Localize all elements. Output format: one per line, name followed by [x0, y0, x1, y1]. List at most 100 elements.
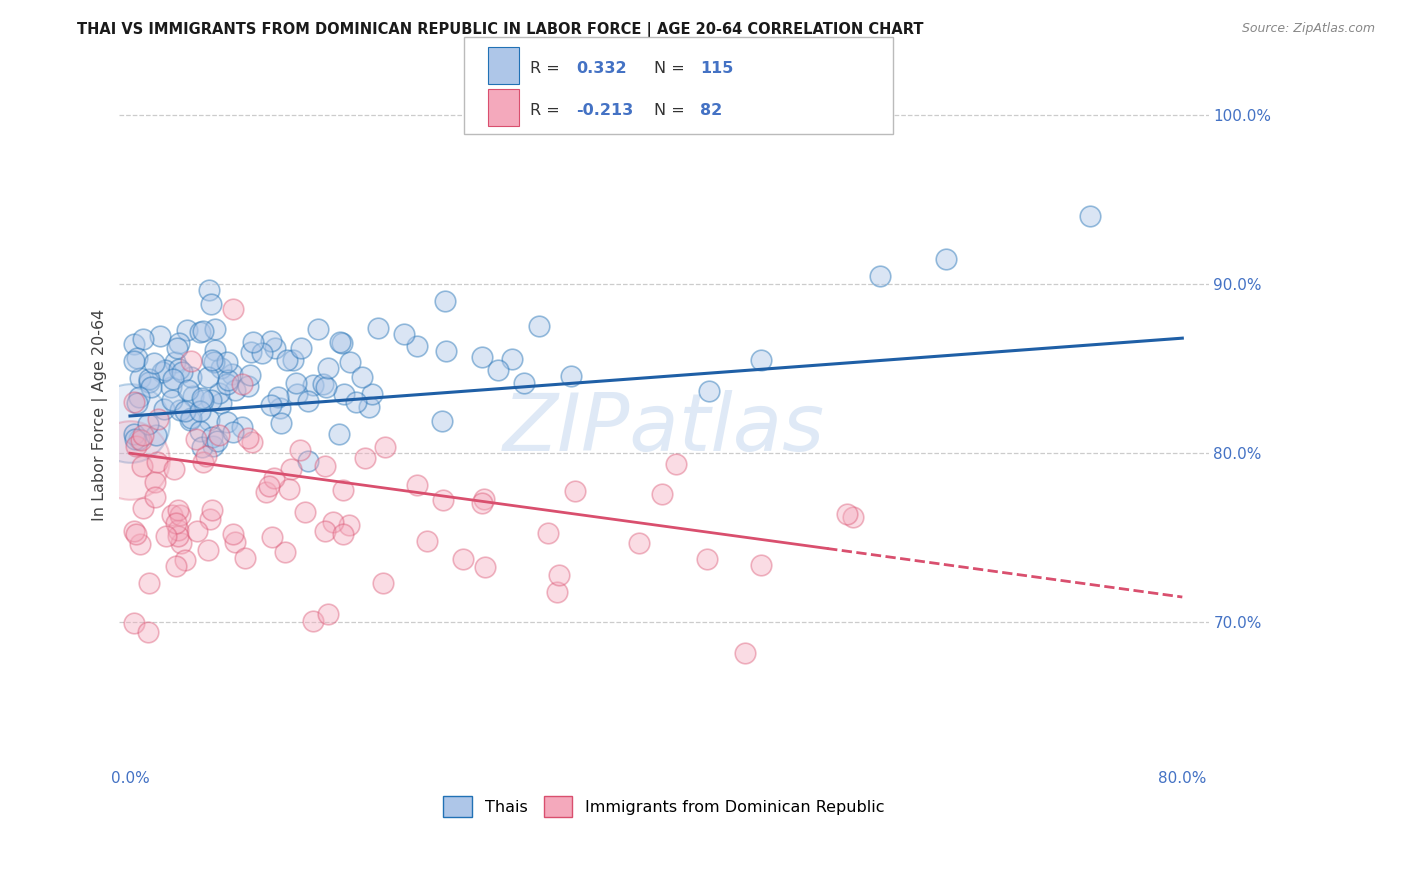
- Point: [696, 552, 718, 566]
- Point: [122, 524, 145, 538]
- Point: [501, 352, 523, 367]
- Point: [315, 380, 337, 394]
- Point: [280, 462, 302, 476]
- Point: [160, 380, 183, 394]
- Point: [163, 462, 186, 476]
- Point: [162, 392, 184, 407]
- Point: [346, 394, 368, 409]
- Point: [263, 471, 285, 485]
- Point: [233, 550, 256, 565]
- Point: [281, 352, 304, 367]
- Point: [472, 491, 495, 506]
- Point: [180, 354, 202, 368]
- Point: [697, 384, 720, 398]
- Point: [290, 341, 312, 355]
- Point: [138, 372, 160, 386]
- Point: [353, 450, 375, 465]
- Point: [734, 646, 756, 660]
- Point: [361, 387, 384, 401]
- Point: [204, 343, 226, 358]
- Point: [145, 455, 167, 469]
- Point: [276, 352, 298, 367]
- Text: 82: 82: [700, 103, 723, 118]
- Point: [155, 529, 177, 543]
- Point: [200, 502, 222, 516]
- Point: [935, 252, 957, 266]
- Point: [127, 351, 149, 365]
- Point: [149, 328, 172, 343]
- Point: [122, 395, 145, 409]
- Point: [337, 518, 360, 533]
- Point: [201, 439, 224, 453]
- Point: [316, 607, 339, 622]
- Point: [264, 341, 287, 355]
- Point: [432, 492, 454, 507]
- Text: Source: ZipAtlas.com: Source: ZipAtlas.com: [1241, 22, 1375, 36]
- Text: N =: N =: [654, 103, 690, 118]
- Y-axis label: In Labor Force | Age 20-64: In Labor Force | Age 20-64: [93, 309, 108, 521]
- Point: [374, 440, 396, 454]
- Point: [288, 442, 311, 457]
- Point: [142, 356, 165, 370]
- Point: [371, 575, 394, 590]
- Point: [242, 334, 264, 349]
- Point: [202, 355, 225, 369]
- Point: [406, 339, 429, 353]
- Point: [163, 355, 186, 369]
- Point: [252, 346, 274, 360]
- Point: [239, 345, 262, 359]
- Point: [146, 412, 169, 426]
- Point: [143, 490, 166, 504]
- Point: [257, 479, 280, 493]
- Text: 0.332: 0.332: [576, 61, 627, 76]
- Point: [122, 615, 145, 630]
- Point: [128, 370, 150, 384]
- Point: [166, 341, 188, 355]
- Point: [434, 343, 457, 358]
- Point: [136, 625, 159, 640]
- Point: [118, 416, 141, 430]
- Text: R =: R =: [530, 103, 565, 118]
- Point: [330, 336, 353, 351]
- Point: [285, 387, 308, 401]
- Point: [155, 362, 177, 376]
- Point: [217, 373, 239, 387]
- Point: [128, 390, 150, 404]
- Text: THAI VS IMMIGRANTS FROM DOMINICAN REPUBLIC IN LABOR FORCE | AGE 20-64 CORRELATIO: THAI VS IMMIGRANTS FROM DOMINICAN REPUBL…: [77, 22, 924, 38]
- Point: [150, 365, 173, 379]
- Point: [239, 368, 262, 382]
- Point: [167, 361, 190, 376]
- Point: [132, 500, 155, 515]
- Point: [174, 553, 197, 567]
- Point: [190, 403, 212, 417]
- Point: [190, 391, 212, 405]
- Point: [285, 376, 308, 390]
- Point: [201, 352, 224, 367]
- Point: [167, 529, 190, 543]
- Point: [217, 415, 239, 429]
- Point: [392, 327, 415, 342]
- Point: [181, 389, 204, 403]
- Point: [339, 354, 361, 368]
- Point: [628, 536, 651, 550]
- Point: [430, 414, 453, 428]
- Point: [260, 334, 283, 349]
- Point: [651, 487, 673, 501]
- Point: [434, 293, 457, 308]
- Point: [367, 320, 389, 334]
- Point: [350, 370, 373, 384]
- Point: [316, 361, 339, 376]
- Point: [333, 387, 356, 401]
- Point: [124, 432, 146, 446]
- Point: [131, 332, 153, 346]
- Point: [301, 378, 323, 392]
- Point: [537, 526, 560, 541]
- Point: [471, 496, 494, 510]
- Point: [332, 527, 354, 541]
- Point: [301, 614, 323, 628]
- Point: [405, 478, 427, 492]
- Point: [139, 380, 162, 394]
- Point: [160, 508, 183, 523]
- Point: [314, 458, 336, 473]
- Point: [169, 508, 191, 522]
